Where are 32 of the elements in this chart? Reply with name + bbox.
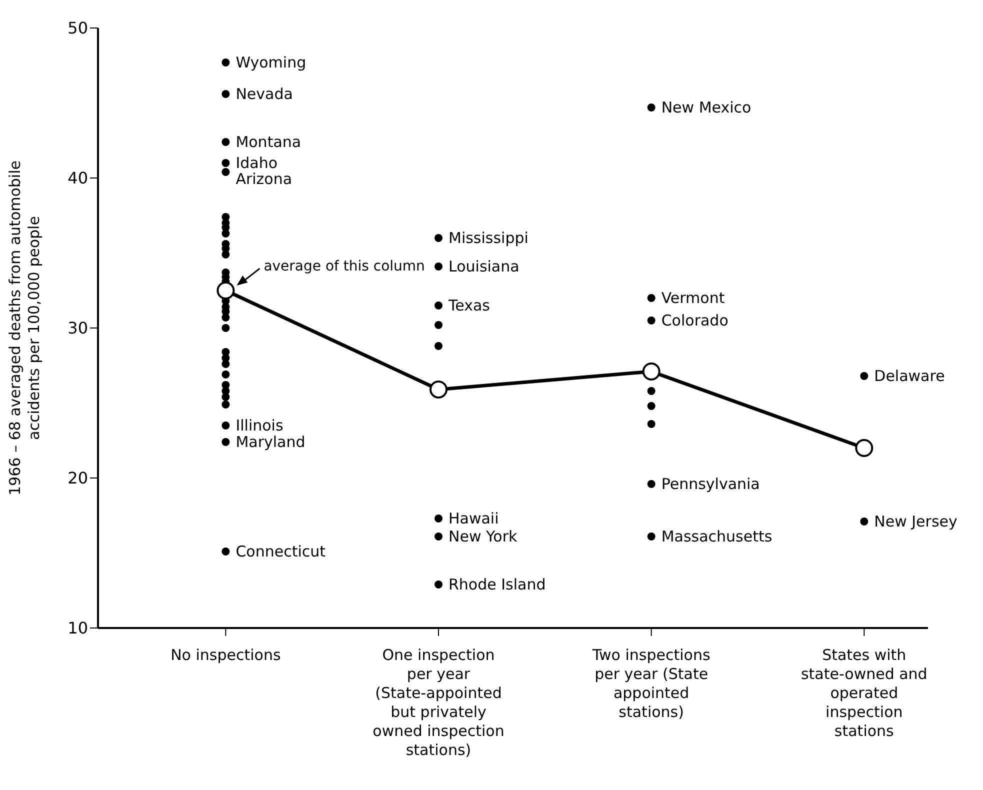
data-label: New York bbox=[448, 528, 518, 546]
y-tick-label: 40 bbox=[68, 168, 88, 188]
data-label: Montana bbox=[236, 133, 302, 151]
data-label: Delaware bbox=[874, 367, 945, 385]
data-label: Nevada bbox=[236, 85, 293, 103]
data-label: Mississippi bbox=[448, 229, 528, 247]
x-tick-label: One inspection per year (State-appointed but privately owned inspection stations) bbox=[372, 646, 504, 759]
data-label: Connecticut bbox=[236, 542, 326, 560]
y-axis-title: 1966 – 68 averaged deaths from automobile accidents per 100,000 people bbox=[6, 160, 43, 496]
data-label: Rhode Island bbox=[448, 576, 546, 594]
data-label: Idaho bbox=[236, 154, 278, 172]
data-label: Colorado bbox=[661, 312, 728, 330]
data-label: Texas bbox=[448, 296, 490, 314]
data-label: Maryland bbox=[236, 433, 306, 451]
x-tick-label: Two inspections per year (State appointed stations) bbox=[591, 646, 710, 721]
annotation: average of this column bbox=[264, 258, 425, 274]
data-label: Pennsylvania bbox=[661, 475, 760, 493]
data-label: Hawaii bbox=[448, 510, 499, 528]
data-label: Louisiana bbox=[448, 258, 520, 276]
data-label: New Mexico bbox=[661, 98, 752, 116]
x-tick-label: States with state-owned and operated inspection stations bbox=[800, 646, 928, 740]
data-label: Vermont bbox=[661, 289, 725, 307]
data-label: Arizona bbox=[236, 170, 292, 188]
y-tick-label: 30 bbox=[68, 318, 88, 338]
y-tick-label: 50 bbox=[68, 18, 88, 38]
x-tick-label: No inspections bbox=[170, 646, 281, 664]
data-label: New Jersey bbox=[874, 512, 958, 530]
y-tick-label: 10 bbox=[68, 618, 88, 638]
data-label: Massachusetts bbox=[661, 528, 772, 546]
data-label: Illinois bbox=[236, 416, 284, 434]
y-tick-label: 20 bbox=[68, 468, 88, 488]
data-label: Wyoming bbox=[236, 54, 306, 72]
